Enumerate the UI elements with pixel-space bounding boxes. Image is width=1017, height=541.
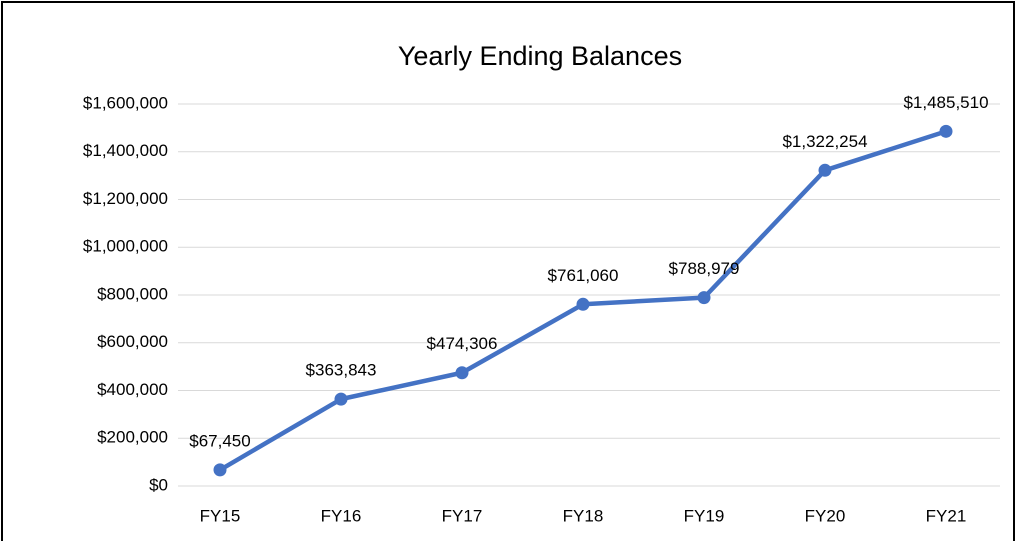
y-tick-label: $400,000 bbox=[97, 380, 168, 399]
data-label: $1,322,254 bbox=[782, 132, 867, 151]
y-tick-label: $1,600,000 bbox=[83, 93, 168, 112]
x-tick-label: FY19 bbox=[684, 506, 725, 525]
x-tick-label: FY20 bbox=[805, 506, 846, 525]
data-label: $788,979 bbox=[669, 259, 740, 278]
marker bbox=[818, 163, 832, 177]
data-label: $67,450 bbox=[189, 431, 250, 450]
data-label: $363,843 bbox=[306, 361, 377, 380]
y-tick-label: $1,400,000 bbox=[83, 141, 168, 160]
y-tick-label: $1,000,000 bbox=[83, 237, 168, 256]
y-tick-label: $200,000 bbox=[97, 428, 168, 447]
x-tick-label: FY21 bbox=[926, 506, 967, 525]
data-label: $761,060 bbox=[548, 266, 619, 285]
x-tick-label: FY17 bbox=[442, 506, 483, 525]
y-tick-label: $0 bbox=[149, 475, 168, 494]
x-tick-label: FY15 bbox=[200, 506, 241, 525]
marker bbox=[213, 463, 227, 477]
x-tick-label: FY18 bbox=[563, 506, 604, 525]
marker bbox=[939, 124, 953, 138]
marker bbox=[576, 297, 590, 311]
data-label: $1,485,510 bbox=[903, 93, 988, 112]
marker bbox=[697, 291, 711, 305]
y-tick-label: $800,000 bbox=[97, 284, 168, 303]
x-tick-label: FY16 bbox=[321, 506, 362, 525]
data-label: $474,306 bbox=[427, 334, 498, 353]
marker bbox=[455, 366, 469, 380]
y-tick-label: $1,200,000 bbox=[83, 189, 168, 208]
y-tick-label: $600,000 bbox=[97, 332, 168, 351]
chart-title: Yearly Ending Balances bbox=[398, 41, 682, 71]
marker bbox=[334, 392, 348, 406]
